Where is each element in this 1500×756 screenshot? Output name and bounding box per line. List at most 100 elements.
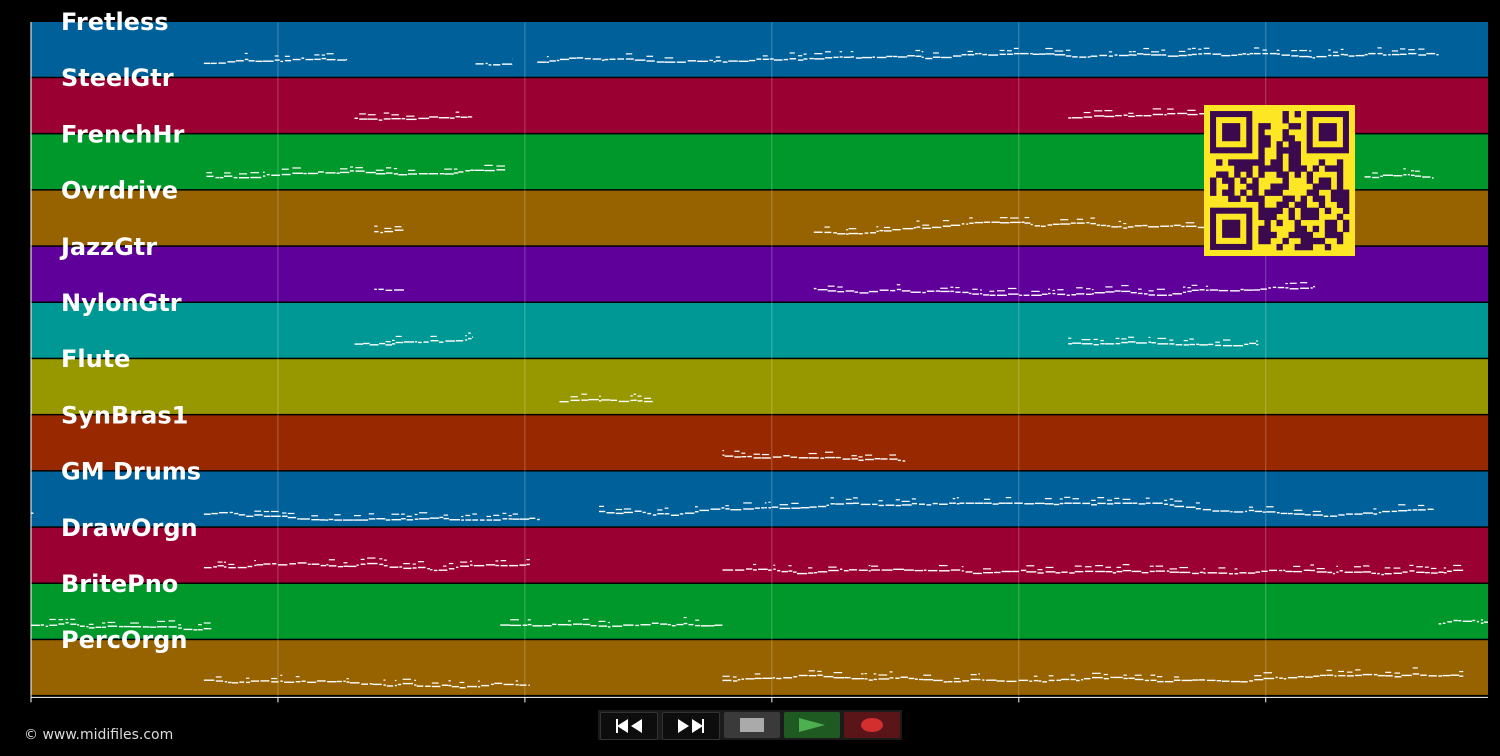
qr-module [1276, 159, 1283, 166]
note [738, 60, 749, 63]
note [1072, 502, 1081, 504]
note [362, 519, 369, 521]
note [266, 173, 270, 176]
note [1458, 619, 1462, 622]
note [244, 52, 248, 55]
note [953, 677, 960, 680]
note [365, 171, 376, 174]
qr-module [1264, 213, 1271, 221]
note [183, 628, 193, 631]
note [526, 559, 530, 561]
note [1453, 619, 1458, 622]
qr-module [1300, 237, 1307, 245]
note [1285, 282, 1288, 285]
note [1127, 341, 1136, 343]
note [515, 680, 519, 682]
note [337, 59, 346, 61]
note [468, 332, 471, 334]
note [284, 59, 292, 62]
note [1131, 570, 1142, 573]
fast-forward-button[interactable] [662, 712, 720, 740]
qr-module [1294, 153, 1301, 160]
qr-module [1228, 159, 1235, 166]
note [1044, 503, 1054, 505]
note [1443, 572, 1447, 574]
note [385, 167, 392, 169]
note [295, 676, 300, 678]
note [1276, 512, 1280, 514]
note [833, 232, 837, 234]
note [224, 172, 231, 174]
qr-module [1276, 147, 1283, 154]
note [1283, 678, 1287, 680]
note [808, 670, 815, 672]
note [1112, 676, 1123, 679]
note [220, 176, 224, 179]
note [1363, 565, 1370, 567]
note [972, 572, 982, 575]
note [1414, 170, 1420, 172]
note [1183, 339, 1188, 342]
note [1108, 55, 1113, 57]
stop-button[interactable] [724, 712, 780, 738]
note [95, 626, 102, 629]
note [444, 173, 454, 175]
note [1215, 341, 1220, 343]
note [601, 59, 605, 61]
note [843, 569, 849, 572]
note [1138, 288, 1142, 290]
note [1402, 571, 1408, 573]
note [549, 60, 556, 62]
note [1128, 112, 1134, 114]
note [1149, 565, 1154, 567]
note [1418, 48, 1425, 50]
note [683, 616, 687, 619]
note [860, 673, 864, 675]
note [1344, 54, 1349, 56]
note [1038, 680, 1042, 682]
note [1354, 566, 1362, 568]
note [598, 505, 604, 507]
note [1372, 172, 1378, 174]
note [355, 170, 365, 172]
note [1175, 344, 1183, 346]
note [107, 621, 116, 624]
note [246, 515, 254, 518]
note [1076, 218, 1084, 220]
note [961, 570, 964, 572]
track-lane [31, 415, 1488, 471]
note [908, 677, 915, 680]
note [431, 682, 439, 684]
qr-module [1264, 165, 1271, 172]
note [391, 117, 401, 120]
note [475, 63, 484, 65]
note [215, 676, 222, 678]
qr-module [1228, 183, 1235, 190]
note [1105, 570, 1113, 573]
track-lane [31, 471, 1488, 527]
qr-module [1342, 195, 1350, 202]
play-button[interactable] [784, 712, 840, 738]
note [837, 290, 845, 293]
note [918, 503, 925, 505]
note [1198, 679, 1206, 681]
note [223, 566, 227, 568]
note [1191, 289, 1199, 292]
note [1220, 510, 1230, 512]
note [231, 682, 239, 684]
note [634, 510, 642, 512]
note [369, 344, 379, 346]
note [1045, 566, 1054, 569]
note [328, 565, 337, 567]
rewind-button[interactable] [600, 712, 658, 740]
note [835, 503, 845, 505]
note [962, 291, 969, 294]
note [318, 171, 324, 173]
note [871, 565, 879, 567]
note [814, 571, 818, 574]
note [458, 171, 464, 173]
note [430, 569, 433, 571]
note [1157, 337, 1167, 340]
record-button[interactable] [844, 712, 900, 738]
note [1095, 570, 1106, 573]
